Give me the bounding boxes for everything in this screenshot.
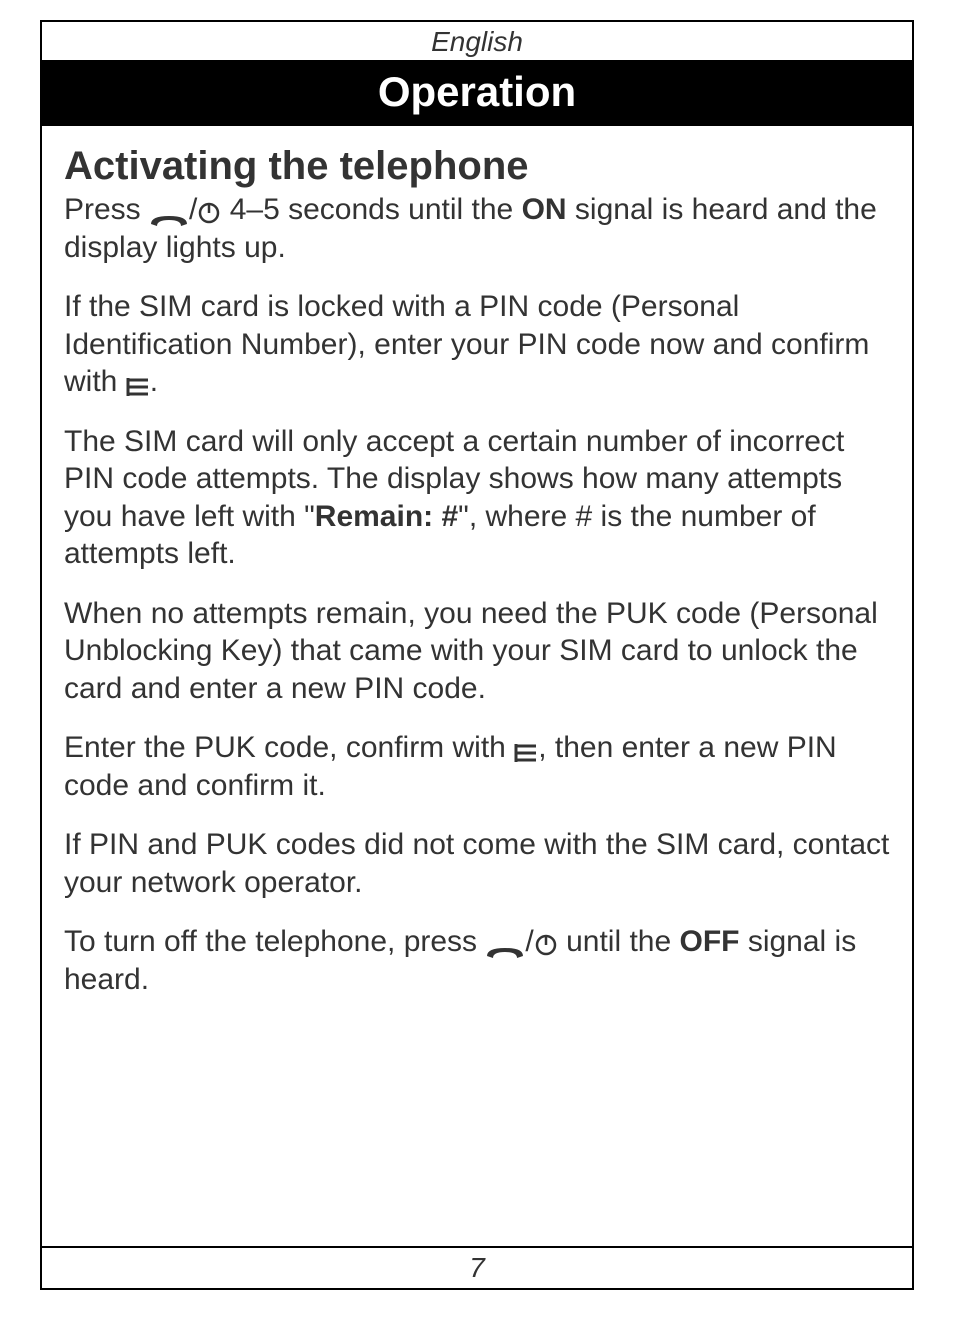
- hangup-icon: [485, 932, 525, 950]
- paragraph-activate: Press / 4–5 seconds until the ON signal …: [64, 191, 890, 266]
- paragraph-pin: If the SIM card is locked with a PIN cod…: [64, 288, 890, 401]
- text: 4–5 seconds until the: [221, 193, 521, 226]
- section-heading: Activating the telephone: [64, 144, 890, 189]
- page-number: 7: [42, 1246, 912, 1288]
- slash: /: [189, 193, 197, 226]
- paragraph-attempts: The SIM card will only accept a certain …: [64, 423, 890, 573]
- hangup-icon: [149, 200, 189, 218]
- slash: /: [525, 925, 533, 958]
- power-icon: [197, 197, 221, 221]
- paragraph-contact-operator: If PIN and PUK codes did not come with t…: [64, 826, 890, 901]
- text: until the: [558, 925, 680, 958]
- text: .: [150, 365, 158, 398]
- power-icon: [534, 929, 558, 953]
- off-label: OFF: [680, 925, 740, 958]
- paragraph-enter-puk: Enter the PUK code, confirm with , then …: [64, 729, 890, 804]
- language-label: English: [42, 22, 912, 60]
- text: To turn off the telephone, press: [64, 925, 485, 958]
- menu-icon: [126, 370, 150, 392]
- paragraph-turnoff: To turn off the telephone, press / until…: [64, 923, 890, 998]
- menu-icon: [514, 736, 538, 758]
- on-label: ON: [522, 193, 567, 226]
- content-area: Activating the telephone Press / 4–5 sec…: [42, 126, 912, 1246]
- page-title: Operation: [40, 60, 914, 126]
- paragraph-puk: When no attempts remain, you need the PU…: [64, 595, 890, 708]
- text: Press: [64, 193, 149, 226]
- remain-label: Remain: #: [315, 500, 458, 533]
- text: If the SIM card is locked with a PIN cod…: [64, 290, 869, 398]
- page-frame: English Operation Activating the telepho…: [40, 20, 914, 1290]
- text: Enter the PUK code, confirm with: [64, 731, 514, 764]
